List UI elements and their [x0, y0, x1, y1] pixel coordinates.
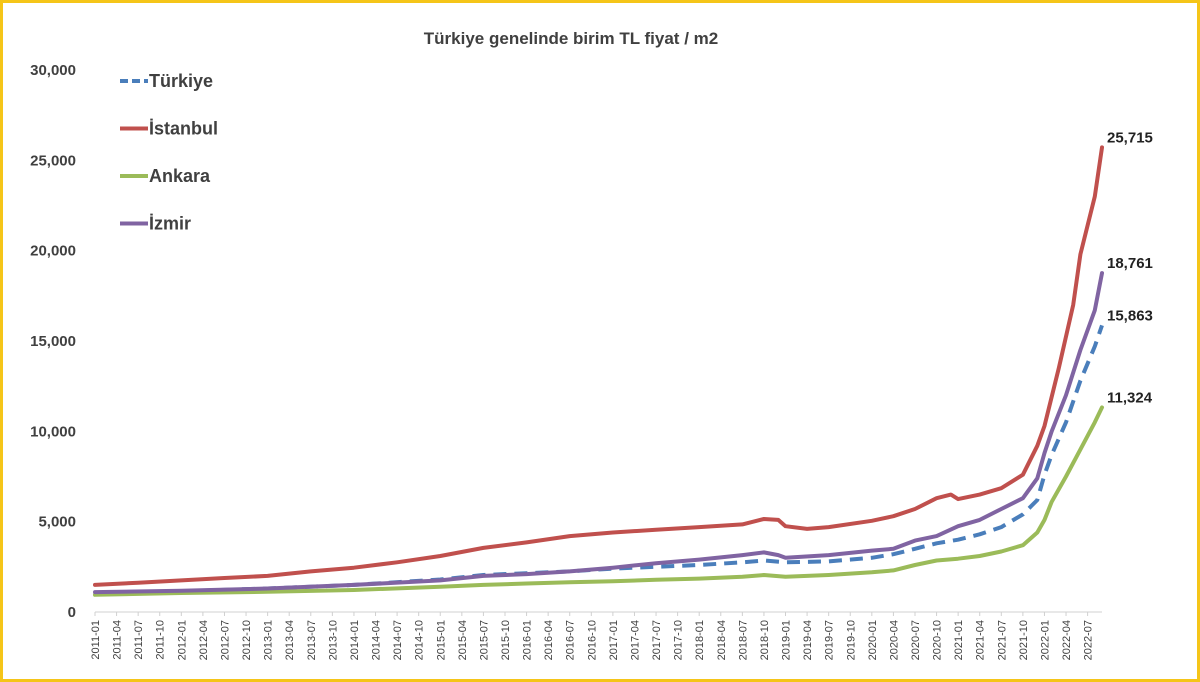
x-tick-label: 2011-01 [90, 620, 102, 660]
x-tick-label: 2017-07 [651, 620, 663, 660]
y-tick-label: 15,000 [30, 333, 76, 350]
x-tick-label: 2021-10 [1018, 620, 1030, 660]
x-tick-label: 2022-01 [1039, 620, 1051, 660]
x-tick-label: 2011-07 [133, 620, 145, 660]
x-tick-label: 2015-01 [435, 620, 447, 660]
series-line [93, 145, 1104, 587]
y-axis: 0 5,000 10,000 15,000 20,000 25,000 30,000 [30, 62, 76, 621]
x-tick-label: 2014-07 [392, 620, 404, 660]
end-labels: 25,715 18,761 15,863 11,324 [1107, 129, 1153, 406]
legend-label: İstanbul [149, 119, 218, 139]
x-tick-label: 2018-10 [759, 620, 771, 660]
x-tick-label: 2012-01 [176, 620, 188, 660]
x-tick-label: 2012-04 [198, 620, 210, 660]
x-tick-label: 2018-01 [694, 620, 706, 660]
x-tick-label: 2022-07 [1083, 620, 1095, 660]
end-value-label: 25,715 [1107, 129, 1153, 146]
y-tick-label: 5,000 [38, 514, 76, 531]
series-line [93, 271, 1104, 595]
x-tick-label: 2015-04 [457, 620, 469, 660]
x-tick-label: 2020-04 [888, 620, 900, 660]
legend: Türkiye İstanbul Ankara İzmir [120, 71, 218, 234]
x-tick-label: 2016-07 [565, 620, 577, 660]
x-tick-label: 2011-10 [155, 620, 167, 660]
series-line [93, 405, 1104, 597]
x-tick-label: 2013-10 [327, 620, 339, 660]
x-tick-label: 2011-04 [112, 620, 124, 660]
x-tick-label: 2013-07 [306, 620, 318, 660]
x-tick-label: 2020-01 [867, 620, 879, 660]
x-tick-label: 2016-10 [586, 620, 598, 660]
legend-label: Türkiye [149, 71, 213, 91]
x-tick-label: 2014-04 [371, 620, 383, 660]
legend-label: İzmir [149, 214, 191, 234]
x-tick-label: 2020-10 [932, 620, 944, 660]
x-tick-label: 2017-04 [629, 620, 641, 660]
x-tick-label: 2013-04 [284, 620, 296, 660]
x-tick-label: 2021-01 [953, 620, 965, 660]
x-tick-label: 2015-10 [500, 620, 512, 660]
x-tick-label: 2014-01 [349, 620, 361, 660]
x-axis: 2011-01 2011-04 2011-07 2011-10 2012-01 2012-… [90, 612, 1095, 660]
x-tick-label: 2013-01 [263, 620, 275, 660]
series-group [93, 145, 1104, 597]
x-tick-label: 2018-04 [716, 620, 728, 660]
x-tick-label: 2019-07 [824, 620, 836, 660]
y-tick-label: 30,000 [30, 62, 76, 79]
x-tick-label: 2019-01 [781, 620, 793, 660]
x-tick-label: 2017-10 [673, 620, 685, 660]
x-tick-label: 2018-07 [737, 620, 749, 660]
x-tick-label: 2019-04 [802, 620, 814, 660]
y-tick-label: 10,000 [30, 423, 76, 440]
chart-title: Türkiye genelinde birim TL fiyat / m2 [424, 29, 718, 48]
x-tick-label: 2021-04 [975, 620, 987, 660]
x-tick-label: 2021-07 [996, 620, 1008, 660]
x-tick-label: 2016-01 [522, 620, 534, 660]
y-tick-label: 25,000 [30, 152, 76, 169]
y-tick-label: 0 [68, 604, 76, 621]
series-line [94, 324, 1104, 596]
x-tick-label: 2020-07 [910, 620, 922, 660]
x-tick-label: 2012-07 [219, 620, 231, 660]
end-value-label: 11,324 [1107, 389, 1153, 406]
legend-label: Ankara [149, 166, 211, 186]
end-value-label: 15,863 [1107, 307, 1153, 324]
x-tick-label: 2019-10 [845, 620, 857, 660]
y-tick-label: 20,000 [30, 243, 76, 260]
x-tick-label: 2016-04 [543, 620, 555, 660]
end-value-label: 18,761 [1107, 255, 1153, 272]
x-tick-label: 2017-01 [608, 620, 620, 660]
x-tick-label: 2012-10 [241, 620, 253, 660]
x-tick-label: 2014-10 [414, 620, 426, 660]
x-tick-label: 2022-04 [1061, 620, 1073, 660]
x-tick-label: 2015-07 [478, 620, 490, 660]
